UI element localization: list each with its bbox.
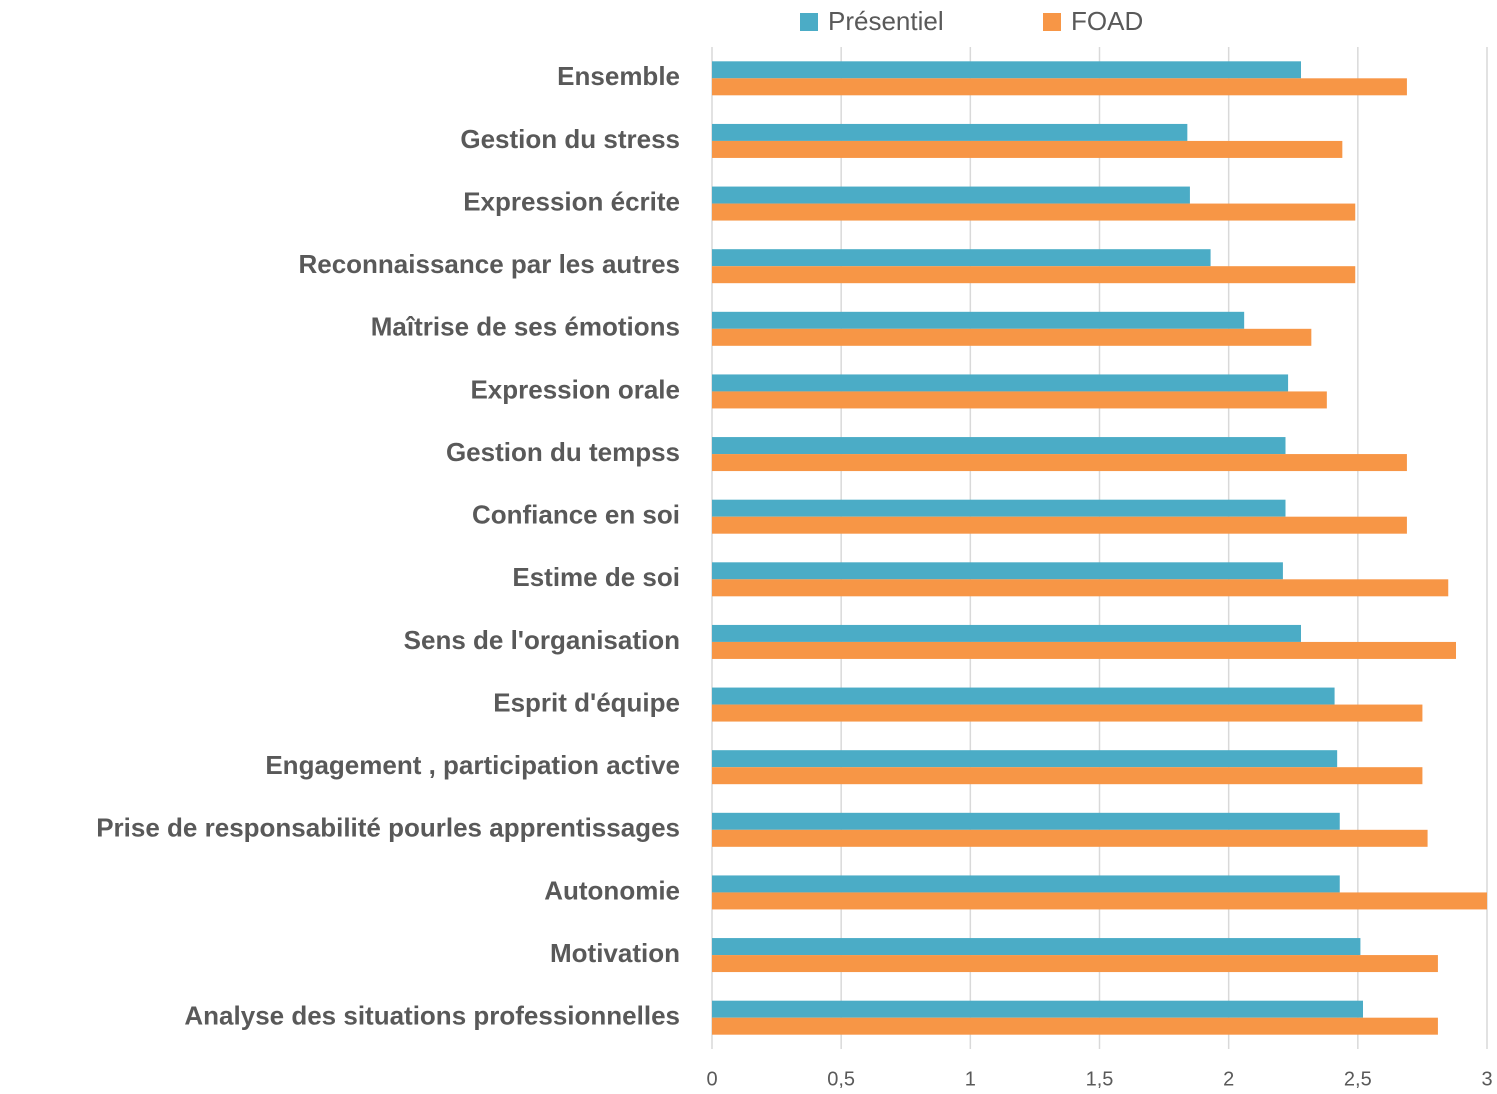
bar — [712, 812, 1340, 830]
y-tick-label: Gestion du stress — [460, 124, 680, 154]
y-tick-label: Gestion du tempss — [446, 437, 680, 467]
y-tick-label: Maîtrise de ses émotions — [371, 312, 680, 342]
y-tick-label: Ensemble — [557, 61, 680, 91]
y-tick-label: Esprit d'équipe — [493, 687, 680, 717]
bar — [712, 938, 1361, 956]
bar — [712, 641, 1456, 659]
y-tick-label: Engagement , participation active — [265, 750, 680, 780]
bar — [712, 875, 1340, 893]
bar — [712, 1017, 1438, 1035]
x-tick-label: 0 — [706, 1068, 717, 1090]
bar — [712, 186, 1190, 204]
y-tick-label: Sens de l'organisation — [404, 625, 680, 655]
bar — [712, 203, 1356, 221]
legend-label: FOAD — [1071, 6, 1143, 36]
bar — [712, 1000, 1363, 1018]
x-tick-label: 3 — [1481, 1068, 1492, 1090]
bar — [712, 374, 1289, 392]
x-tick-label: 0,5 — [827, 1068, 855, 1090]
bar — [712, 454, 1407, 472]
bar — [712, 391, 1327, 409]
bar — [712, 328, 1312, 346]
legend-label: Présentiel — [828, 6, 944, 36]
bar — [712, 892, 1487, 910]
bar — [712, 437, 1286, 455]
bar — [712, 140, 1343, 158]
bar — [712, 750, 1338, 768]
legend-swatch — [800, 13, 818, 31]
y-tick-label: Reconnaissance par les autres — [298, 249, 680, 279]
y-tick-label: Expression écrite — [463, 186, 680, 216]
bar — [712, 516, 1407, 534]
bar — [712, 61, 1301, 79]
y-tick-label: Expression orale — [470, 374, 680, 404]
bar — [712, 704, 1423, 722]
bar — [712, 78, 1407, 96]
bar — [712, 562, 1283, 580]
x-tick-label: 1 — [965, 1068, 976, 1090]
y-tick-label: Prise de responsabilité pourles apprenti… — [96, 813, 680, 843]
x-tick-label: 2 — [1223, 1068, 1234, 1090]
y-tick-label: Estime de soi — [512, 562, 680, 592]
bar — [712, 266, 1356, 284]
x-tick-label: 2,5 — [1344, 1068, 1372, 1090]
y-tick-label: Motivation — [550, 938, 680, 968]
y-tick-label: Autonomie — [544, 875, 680, 905]
bar — [712, 579, 1449, 597]
bar — [712, 311, 1245, 329]
x-tick-label: 1,5 — [1086, 1068, 1114, 1090]
y-tick-label: Analyse des situations professionnelles — [184, 1001, 680, 1031]
bar — [712, 624, 1301, 642]
bar — [712, 123, 1188, 141]
bar — [712, 767, 1423, 785]
bar — [712, 829, 1428, 847]
bar — [712, 499, 1286, 517]
bar — [712, 955, 1438, 973]
legend-swatch — [1043, 13, 1061, 31]
bar — [712, 249, 1211, 267]
y-tick-label: Confiance en soi — [472, 500, 680, 530]
bar — [712, 687, 1335, 705]
